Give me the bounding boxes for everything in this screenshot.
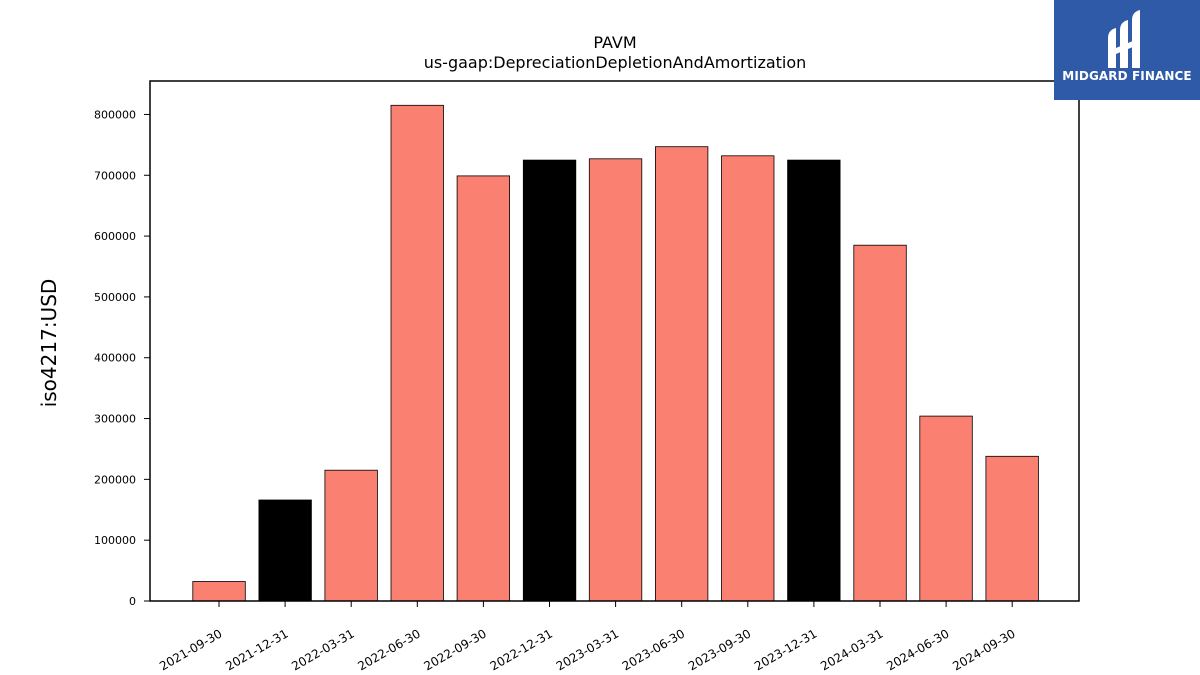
y-tick-label: 300000 xyxy=(94,413,136,426)
x-tick-label: 2022-06-30 xyxy=(355,626,422,673)
bar-2024-03-31 xyxy=(853,244,907,602)
y-tick-label: 400000 xyxy=(94,352,136,365)
x-axis-ticks: 2021-09-302021-12-312022-03-312022-06-30… xyxy=(157,601,1018,673)
y-tick-label: 800000 xyxy=(94,108,136,121)
x-tick-label: 2022-03-31 xyxy=(289,626,356,673)
bar-2023-12-31 xyxy=(787,159,841,602)
y-axis-ticks: 0 100000 200000 300000 400000 500000 600000 700… xyxy=(94,108,150,608)
x-tick-label: 2023-09-30 xyxy=(686,626,753,673)
logo-text: MIDGARD FINANCE xyxy=(1062,69,1192,83)
x-tick-label: 2024-06-30 xyxy=(884,626,951,673)
x-tick-label: 2023-03-31 xyxy=(554,626,621,673)
y-tick-label: 500000 xyxy=(94,291,136,304)
bar-2022-06-30 xyxy=(390,104,444,602)
bar-2024-06-30 xyxy=(919,415,973,602)
midgard-finance-logo: MIDGARD FINANCE xyxy=(1054,0,1200,100)
y-tick-label: 100000 xyxy=(94,534,136,547)
bar-2023-06-30 xyxy=(655,146,709,602)
x-tick-label: 2024-09-30 xyxy=(950,626,1017,673)
bar-2022-12-31 xyxy=(522,159,577,602)
chart-title: PAVM xyxy=(593,33,636,52)
y-tick-label: 700000 xyxy=(94,169,136,182)
bars-group xyxy=(192,104,1039,602)
bar-2023-09-30 xyxy=(721,155,775,602)
plot-frame xyxy=(149,80,1080,602)
bar-2022-03-31 xyxy=(324,469,378,602)
x-tick-label: 2023-06-30 xyxy=(620,626,687,673)
bar-2021-12-31 xyxy=(258,499,312,602)
x-tick-label: 2022-09-30 xyxy=(422,626,489,673)
y-tick-label: 200000 xyxy=(94,473,136,486)
bar-2022-09-30 xyxy=(456,175,511,602)
bar-2021-09-30 xyxy=(192,581,246,602)
x-tick-label: 2021-12-31 xyxy=(223,626,290,673)
x-tick-label: 2024-03-31 xyxy=(818,626,885,673)
y-axis-label: iso4217:USD xyxy=(37,279,61,408)
x-tick-label: 2021-09-30 xyxy=(157,626,224,673)
y-tick-label: 600000 xyxy=(94,230,136,243)
x-tick-label: 2022-12-31 xyxy=(488,626,555,673)
chart-subtitle: us-gaap:DepreciationDepletionAndAmortiza… xyxy=(424,53,807,72)
bar-2024-09-30 xyxy=(985,455,1039,602)
x-tick-label: 2023-12-31 xyxy=(752,626,819,673)
y-tick-label: 0 xyxy=(129,595,136,608)
midgard-logo-icon xyxy=(1108,10,1140,68)
bar-2023-03-31 xyxy=(588,158,643,602)
